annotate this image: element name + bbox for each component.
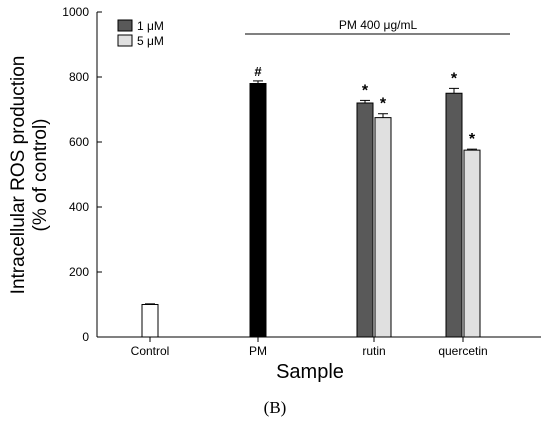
x-axis-title: Sample	[276, 361, 344, 383]
bar-rutin-1μM	[356, 102, 374, 338]
x-tick-label: PM	[249, 344, 267, 358]
bar-Control-control	[141, 304, 159, 338]
annotation-label: PM 400 μg/mL	[339, 18, 418, 32]
legend-swatch	[117, 19, 133, 32]
panel-label: (B)	[263, 398, 287, 417]
legend-label: 5 μM	[137, 34, 164, 48]
significance-label: #	[254, 64, 262, 79]
x-tick-label: rutin	[362, 344, 385, 358]
bar-PM-PM	[249, 83, 267, 338]
significance-label: *	[380, 96, 387, 113]
y-tick-label: 800	[69, 70, 89, 84]
legend-swatch	[117, 34, 133, 47]
y-tick-label: 600	[69, 135, 89, 149]
axes-group: 0 200 400 600 800 1000 Control PM rutin quercetin	[62, 5, 541, 358]
y-axis-title-line2: (% of control)	[30, 119, 51, 232]
annotation-group: PM 400 μg/mL	[245, 18, 510, 35]
y-tick-label: 200	[69, 265, 89, 279]
legend: 1 μM5 μM	[117, 19, 164, 48]
significance-label: *	[362, 82, 369, 99]
x-tick-label: Control	[131, 344, 170, 358]
significance-label: *	[451, 70, 458, 87]
bar-quercetin-1μM	[445, 92, 463, 338]
bars-group: # * * * *	[141, 64, 481, 338]
bar-rutin-5μM	[374, 117, 392, 338]
y-tick-label: 400	[69, 200, 89, 214]
y-axis-title-line1: Intracellular ROS production	[8, 56, 29, 295]
significance-label: *	[469, 131, 476, 148]
bar-quercetin-5μM	[463, 149, 481, 338]
y-tick-label: 0	[82, 330, 89, 344]
x-tick-label: quercetin	[438, 344, 487, 358]
y-tick-label: 1000	[62, 5, 89, 19]
legend-label: 1 μM	[137, 19, 164, 33]
